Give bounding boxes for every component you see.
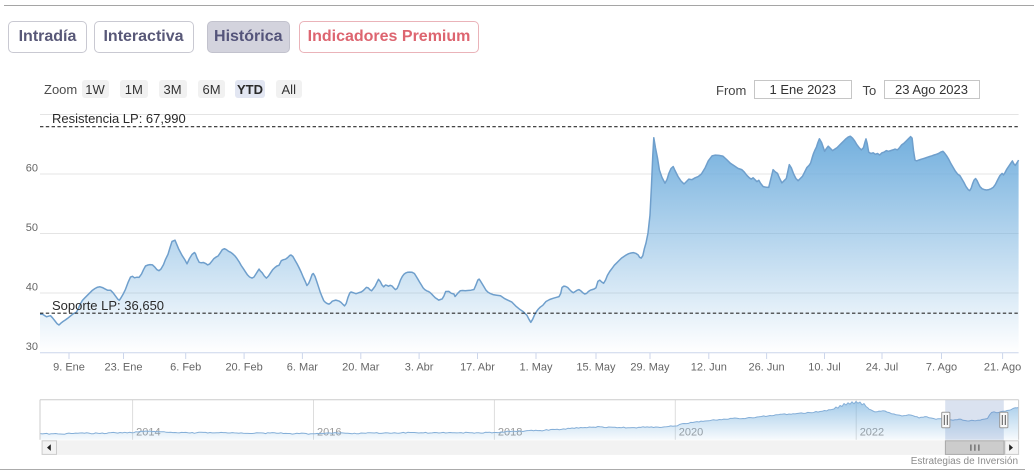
svg-text:17. Abr: 17. Abr (460, 362, 495, 374)
svg-text:6. Mar: 6. Mar (287, 362, 319, 374)
svg-text:9. Ene: 9. Ene (53, 362, 85, 374)
svg-text:6. Feb: 6. Feb (170, 362, 201, 374)
svg-text:40: 40 (26, 282, 38, 294)
svg-text:12. Jun: 12. Jun (691, 362, 727, 374)
svg-text:1. May: 1. May (519, 362, 553, 374)
svg-text:15. May: 15. May (576, 362, 616, 374)
svg-text:20. Feb: 20. Feb (225, 362, 262, 374)
svg-text:60: 60 (26, 163, 38, 175)
svg-text:50: 50 (26, 222, 38, 234)
svg-text:3. Abr: 3. Abr (405, 362, 434, 374)
svg-text:Resistencia LP: 67,990: Resistencia LP: 67,990 (52, 111, 186, 126)
svg-text:10. Jul: 10. Jul (808, 362, 840, 374)
svg-text:23. Ene: 23. Ene (105, 362, 143, 374)
svg-text:30: 30 (26, 341, 38, 353)
svg-text:Soporte LP: 36,650: Soporte LP: 36,650 (52, 298, 164, 313)
svg-text:26. Jun: 26. Jun (749, 362, 785, 374)
svg-text:21. Ago: 21. Ago (984, 362, 1021, 374)
svg-text:29. May: 29. May (630, 362, 670, 374)
svg-text:Estrategias de Inversión: Estrategias de Inversión (911, 456, 1018, 467)
svg-text:20. Mar: 20. Mar (342, 362, 380, 374)
svg-text:7. Ago: 7. Ago (926, 362, 957, 374)
svg-text:24. Jul: 24. Jul (866, 362, 898, 374)
